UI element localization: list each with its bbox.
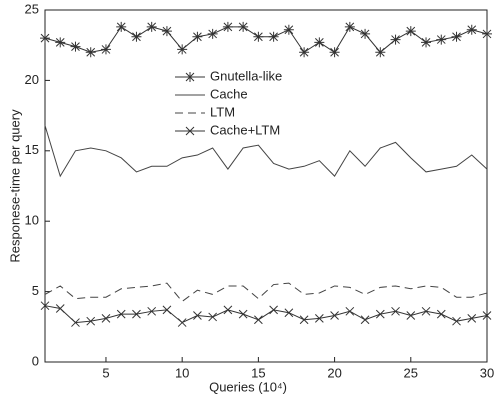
point-marker [223, 305, 233, 315]
point-marker [146, 21, 157, 32]
y-tick-label: 0 [32, 353, 39, 368]
point-marker [330, 311, 339, 320]
y-tick-label: 10 [25, 213, 39, 228]
point-marker [268, 31, 279, 42]
point-marker [116, 21, 127, 32]
x-tick-label: 15 [251, 365, 265, 380]
point-marker [131, 31, 142, 42]
point-marker [451, 31, 462, 42]
point-marker [177, 44, 188, 55]
point-marker [161, 26, 172, 37]
point-marker [162, 305, 172, 315]
point-marker [253, 31, 264, 42]
series-line [44, 282, 488, 303]
point-marker [436, 34, 447, 45]
point-marker [283, 24, 294, 35]
point-marker [132, 309, 141, 319]
point-marker [390, 34, 401, 45]
point-marker [329, 47, 340, 58]
legend-label: LTM [210, 104, 235, 119]
point-marker [405, 26, 416, 37]
y-tick-label: 5 [32, 283, 39, 298]
x-tick-label: 5 [102, 365, 109, 380]
legend-label: Gnutella-like [210, 68, 282, 83]
legend-label: Cache [210, 86, 248, 101]
point-marker [193, 311, 202, 320]
x-tick-label: 10 [175, 365, 189, 380]
point-marker [421, 37, 432, 48]
y-tick-label: 25 [25, 1, 39, 16]
point-marker [436, 309, 446, 319]
point-marker [467, 313, 477, 323]
point-marker [345, 306, 355, 316]
point-marker [55, 37, 66, 48]
point-marker [375, 309, 385, 319]
point-marker [299, 315, 309, 325]
point-marker [101, 313, 111, 323]
legend-marker [185, 126, 195, 136]
point-marker [375, 47, 386, 58]
x-axis-label: Queries (10⁴) [209, 379, 287, 394]
point-marker [147, 306, 157, 316]
point-marker [207, 28, 218, 39]
point-marker [299, 47, 310, 58]
point-marker [452, 316, 461, 326]
legend-marker [185, 72, 195, 82]
point-marker [192, 31, 203, 42]
point-marker [70, 41, 81, 52]
point-marker [254, 315, 263, 325]
x-tick-label: 25 [404, 365, 418, 380]
point-marker [284, 308, 294, 318]
x-tick-label: 30 [480, 365, 494, 380]
point-marker [482, 28, 492, 39]
point-marker [222, 21, 233, 32]
point-marker [86, 316, 96, 326]
series-line [44, 305, 488, 324]
plot-frame [44, 9, 488, 363]
point-marker [177, 318, 187, 327]
point-marker [406, 311, 416, 320]
point-marker [40, 33, 50, 44]
point-marker [100, 44, 111, 55]
point-marker [314, 37, 325, 48]
point-marker [314, 313, 324, 323]
point-marker [238, 309, 248, 319]
point-marker [238, 21, 249, 32]
legend-label: Cache+LTM [210, 122, 280, 137]
y-tick-label: 20 [25, 72, 39, 87]
point-marker [116, 309, 126, 319]
x-tick-label: 20 [327, 365, 341, 380]
y-tick-label: 15 [25, 142, 39, 157]
point-marker [71, 318, 80, 327]
y-axis-label: Responese-time per query [7, 109, 22, 263]
series-line [44, 125, 488, 178]
point-marker [344, 21, 355, 32]
point-marker [40, 301, 50, 311]
point-marker [421, 306, 431, 316]
point-marker [269, 305, 278, 315]
point-marker [391, 306, 400, 316]
point-marker [482, 311, 492, 320]
point-marker [208, 312, 218, 322]
point-marker [55, 304, 65, 313]
point-marker [360, 315, 370, 325]
series-line [44, 26, 488, 53]
point-marker [85, 47, 96, 58]
point-marker [360, 28, 371, 39]
point-marker [466, 24, 477, 35]
